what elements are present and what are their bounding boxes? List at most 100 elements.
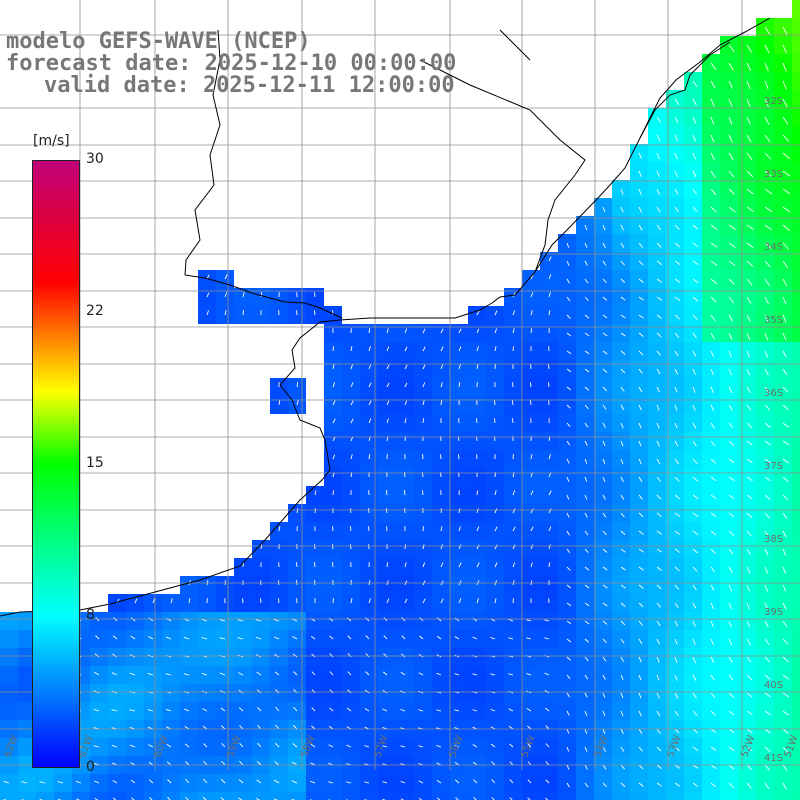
wind-arrow xyxy=(440,346,444,352)
wind-arrow xyxy=(746,422,753,429)
wind-arrow xyxy=(710,584,715,591)
wind-cell xyxy=(792,90,800,108)
wind-arrow xyxy=(710,224,718,230)
wind-arrow xyxy=(350,544,352,550)
wind-arrow xyxy=(257,742,262,748)
wind-arrow xyxy=(544,637,550,640)
wind-arrow xyxy=(674,278,681,283)
wind-arrow xyxy=(454,617,460,622)
wind-arrow xyxy=(183,636,190,640)
wind-arrow xyxy=(728,314,734,322)
wind-arrow xyxy=(368,454,371,460)
wind-arrow xyxy=(584,674,589,680)
wind-cell xyxy=(0,666,18,684)
wind-arrow xyxy=(584,728,588,734)
wind-arrow xyxy=(419,635,424,640)
wind-arrow xyxy=(602,332,608,337)
wind-arrow xyxy=(183,673,190,676)
wind-arrow xyxy=(472,761,478,766)
wind-arrow xyxy=(620,440,624,447)
wind-arrow xyxy=(764,188,773,195)
wind-arrow xyxy=(422,328,426,334)
wind-arrow xyxy=(764,512,770,519)
wind-arrow xyxy=(548,490,552,496)
wind-arrow xyxy=(185,796,189,800)
wind-arrow xyxy=(602,620,608,625)
wind-arrow xyxy=(656,728,661,734)
wind-arrow xyxy=(368,364,372,370)
wind-arrow xyxy=(746,746,753,752)
wind-arrow xyxy=(710,80,716,89)
wind-arrow xyxy=(638,728,643,735)
wind-arrow xyxy=(494,328,498,334)
wind-arrow xyxy=(166,761,172,766)
colorbar-tick-8: 8 xyxy=(86,607,95,623)
wind-cell xyxy=(774,792,792,800)
wind-arrow xyxy=(656,116,661,123)
wind-arrow xyxy=(382,745,388,748)
wind-arrow xyxy=(548,544,551,550)
wind-arrow xyxy=(746,692,753,698)
wind-arrow xyxy=(382,671,388,676)
wind-arrow xyxy=(311,671,316,676)
wind-arrow xyxy=(746,278,753,286)
wind-arrow xyxy=(764,62,769,72)
wind-arrow xyxy=(295,562,298,568)
wind-arrow xyxy=(602,674,606,680)
wind-arrow xyxy=(473,779,478,784)
wind-arrow xyxy=(692,170,697,178)
wind-arrow xyxy=(746,530,752,537)
wind-arrow xyxy=(746,512,753,518)
wind-cell xyxy=(792,666,800,684)
wind-arrow xyxy=(620,566,626,571)
wind-arrow xyxy=(746,404,752,411)
wind-arrow xyxy=(656,458,661,465)
wind-cell xyxy=(792,612,800,630)
lat-label: 36S xyxy=(764,388,783,399)
wind-arrow xyxy=(329,635,334,640)
wind-arrow xyxy=(746,584,750,592)
wind-arrow xyxy=(710,62,717,70)
wind-arrow xyxy=(692,314,698,320)
wind-arrow xyxy=(350,418,354,424)
wind-arrow xyxy=(764,404,771,411)
wind-arrow xyxy=(710,116,715,125)
wind-cell xyxy=(792,774,800,792)
wind-arrow xyxy=(544,672,550,676)
wind-cell xyxy=(792,738,800,756)
wind-arrow xyxy=(728,188,736,195)
wind-arrow xyxy=(203,778,208,784)
wind-arrow xyxy=(746,656,752,663)
wind-cell xyxy=(288,792,306,800)
wind-arrow xyxy=(620,494,625,500)
wind-arrow xyxy=(400,780,406,784)
wind-arrow xyxy=(472,673,478,676)
wind-arrow xyxy=(620,242,625,249)
wind-arrow xyxy=(728,476,735,482)
wind-arrow xyxy=(566,440,570,446)
wind-arrow xyxy=(511,400,514,406)
wind-arrow xyxy=(638,620,643,626)
wind-arrow xyxy=(94,780,100,784)
wind-arrow xyxy=(365,653,370,658)
wind-arrow xyxy=(346,707,352,712)
wind-arrow xyxy=(242,310,245,316)
wind-arrow xyxy=(332,364,335,370)
wind-cell xyxy=(0,648,18,666)
wind-arrow xyxy=(656,638,660,645)
wind-arrow xyxy=(782,170,791,177)
wind-arrow xyxy=(548,526,552,532)
wind-arrow xyxy=(385,508,388,514)
wind-cell xyxy=(612,792,630,800)
wind-arrow xyxy=(692,116,697,124)
wind-arrow xyxy=(764,368,769,376)
wind-arrow xyxy=(782,206,791,213)
wind-cell xyxy=(792,144,800,162)
wind-arrow xyxy=(566,674,571,680)
wind-cell xyxy=(162,792,180,800)
wind-arrow xyxy=(638,548,644,553)
wind-arrow xyxy=(602,656,607,662)
wind-arrow xyxy=(566,566,571,571)
wind-arrow xyxy=(508,708,514,712)
wind-arrow xyxy=(491,779,496,784)
